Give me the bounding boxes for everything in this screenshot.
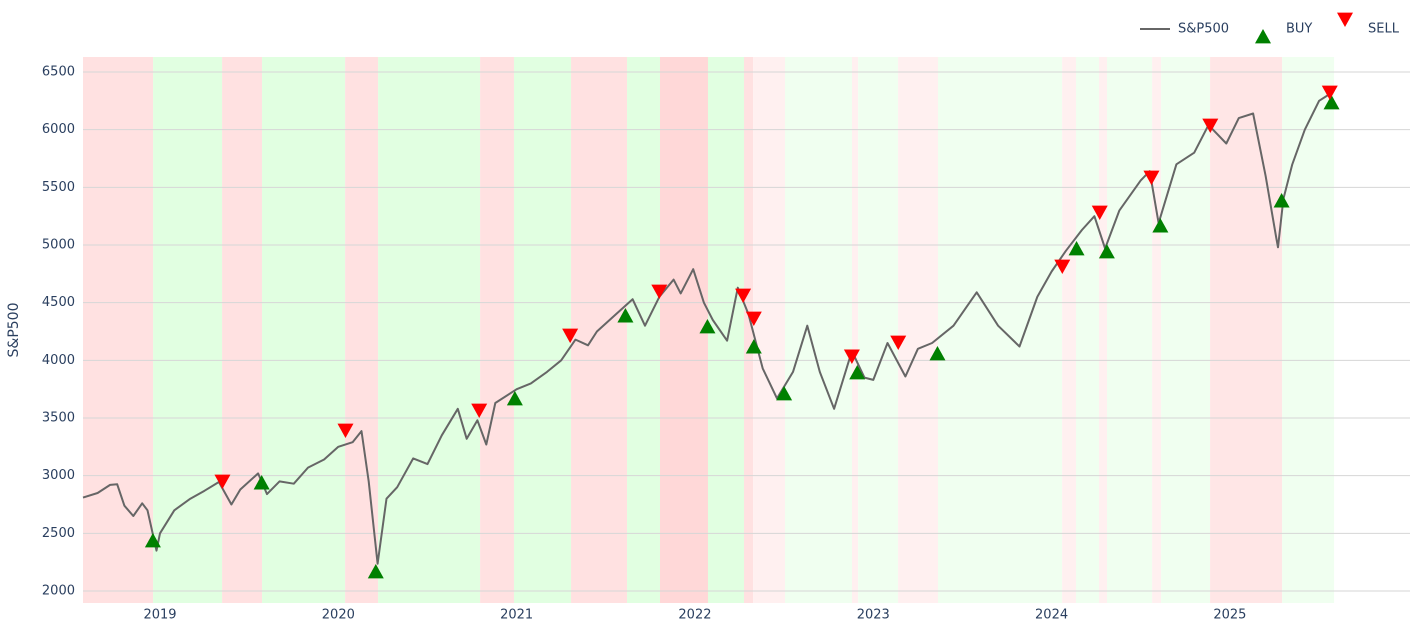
buy-marker	[1273, 193, 1290, 208]
x-tick-label: 2020	[322, 608, 355, 623]
region	[785, 57, 853, 603]
region	[660, 57, 708, 603]
region	[480, 57, 514, 603]
sell-marker	[1321, 85, 1338, 101]
region	[222, 57, 263, 603]
sell-marker	[735, 288, 752, 304]
sell-marker	[651, 284, 668, 300]
sell-marker	[471, 403, 488, 419]
regions	[83, 57, 1335, 603]
region	[1099, 57, 1108, 603]
sell-marker	[214, 474, 231, 489]
region	[753, 57, 786, 603]
region	[1062, 57, 1077, 603]
region	[627, 57, 661, 603]
region	[858, 57, 899, 603]
marks	[82, 85, 1340, 579]
sell-marker	[562, 328, 579, 344]
region	[707, 57, 745, 603]
legend-marker	[1337, 12, 1353, 27]
x-tick-label: 2022	[678, 608, 711, 623]
sell-marker	[843, 349, 860, 364]
region	[1076, 57, 1100, 603]
region	[1107, 57, 1153, 603]
region	[1282, 57, 1335, 603]
y-tick-label: 2000	[42, 584, 75, 599]
region	[898, 57, 939, 603]
buy-marker	[929, 345, 946, 361]
y-tick-label: 6000	[42, 122, 75, 137]
buy-marker	[776, 386, 793, 401]
buy-marker	[699, 319, 716, 334]
y-axis-title: S&P500	[6, 303, 22, 358]
buy-marker	[367, 563, 384, 579]
sell-marker	[337, 423, 354, 438]
buy-marker	[253, 475, 270, 490]
legend-marker	[1255, 29, 1271, 44]
x-tick-label: 2021	[500, 608, 533, 623]
region	[153, 57, 223, 603]
buy-marker	[144, 532, 161, 548]
buy-marker	[617, 308, 634, 323]
legend-label: BUY	[1286, 22, 1312, 37]
y-tick-label: 3500	[42, 411, 75, 426]
buy-marker	[506, 390, 523, 406]
buy-marker	[1068, 241, 1085, 256]
region	[1210, 57, 1283, 603]
legend-label: SELL	[1368, 22, 1400, 37]
sell-marker	[745, 311, 762, 327]
buy-marker	[1098, 244, 1115, 259]
y-tick-label: 5000	[42, 237, 75, 252]
x-tick-label: 2025	[1213, 608, 1246, 623]
sell-marker	[890, 335, 907, 350]
region	[83, 57, 154, 603]
region	[938, 57, 1063, 603]
region	[744, 57, 754, 603]
price-line	[82, 94, 1329, 565]
buy-marker	[849, 365, 866, 380]
sell-marker	[1143, 170, 1160, 186]
x-tick-label: 2019	[143, 608, 176, 623]
sell-marker	[1091, 205, 1108, 221]
region	[513, 57, 572, 603]
region	[1152, 57, 1162, 603]
y-tick-label: 4500	[42, 295, 75, 310]
region	[262, 57, 346, 603]
labels: 2000 2500 3000 3500 4000 4500 5000 5500 6000 6500…	[42, 12, 1400, 623]
region	[378, 57, 481, 603]
region	[852, 57, 859, 603]
buy-marker	[1323, 95, 1340, 110]
x-tick-label: 2024	[1035, 608, 1068, 623]
y-tick-label: 5500	[42, 180, 75, 195]
legend-label: S&P500	[1178, 22, 1229, 37]
y-tick-label: 6500	[42, 64, 75, 79]
y-tick-label: 4000	[42, 353, 75, 368]
sell-marker	[1054, 259, 1071, 274]
buy-marker	[1152, 218, 1169, 233]
region	[1161, 57, 1211, 603]
sell-marker	[1202, 118, 1219, 134]
grid	[83, 71, 1410, 592]
y-tick-label: 2500	[42, 526, 75, 541]
buy-marker	[745, 339, 762, 354]
y-tick-label: 3000	[42, 468, 75, 483]
x-tick-label: 2023	[857, 608, 890, 623]
